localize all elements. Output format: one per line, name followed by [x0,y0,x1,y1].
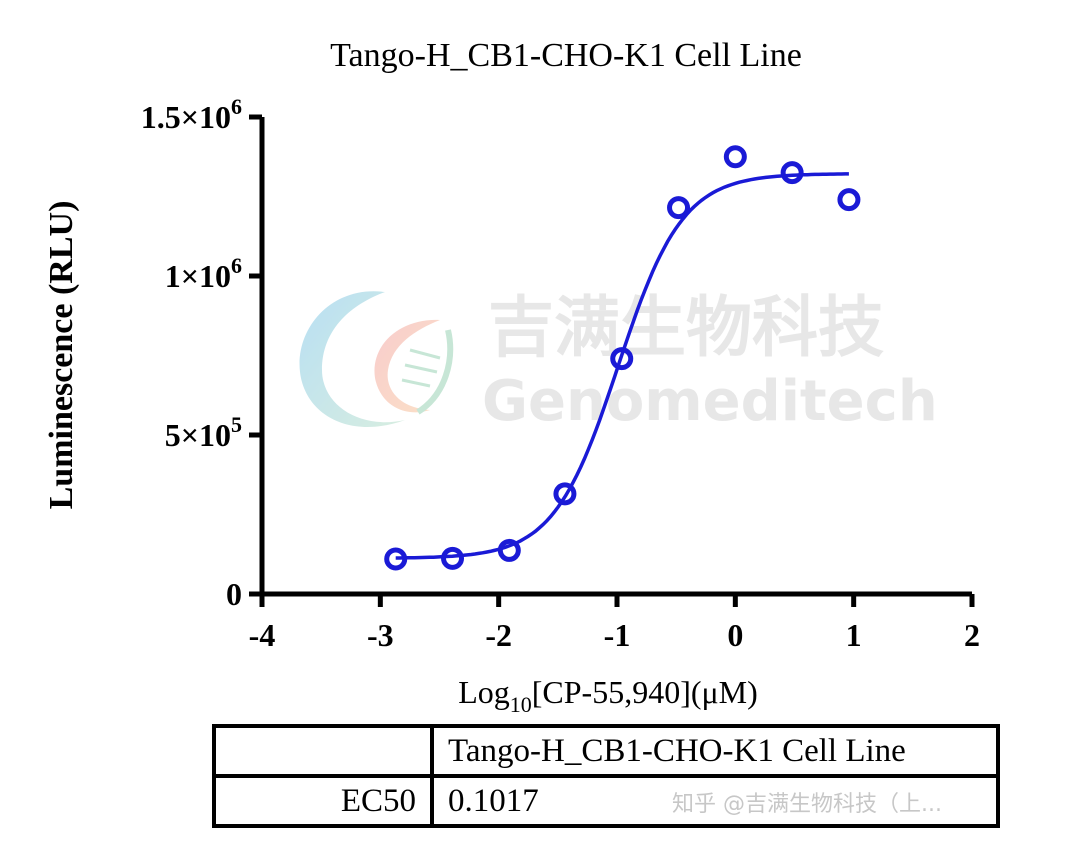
ticks: -4 -3 -2 -1 0 1 2 0 5×105 1×106 1.5×106 [141,94,980,653]
y-tick-label: 5×105 [165,412,242,453]
credit-text: 知乎 @吉满生物科技（上... [672,792,942,817]
x-axis-label: Log10[CP-55,940](μM) [458,674,758,717]
chart-title: Tango-H_CB1-CHO-K1 Cell Line [330,37,802,74]
x-tick-label: -2 [485,617,512,653]
y-tick-label: 1×106 [165,253,242,294]
data-point [780,161,804,185]
x-tick-label: 2 [964,617,980,653]
data-point [723,145,747,169]
y-axis-label: Luminescence (RLU) [43,201,80,510]
x-axis-label-sub: 10 [510,692,532,717]
x-tick-label: 1 [846,617,862,653]
x-axis-label-prefix: Log [458,674,510,710]
data-point [610,347,634,371]
table-header-row: Tango-H_CB1-CHO-K1 Cell Line [212,724,1000,778]
chart: 吉满生物科技 Genomeditech Tango-H_CB1-CHO-K1 C… [43,37,980,717]
x-tick-label: -3 [367,617,394,653]
fit-curve [395,172,849,560]
data-point [553,482,577,506]
x-axis-label-suffix: [CP-55,940](μM) [532,674,758,710]
table-header-cell [212,724,434,778]
watermark-logo-icon [299,291,454,427]
data-point [667,196,691,220]
x-tick-label: -4 [249,617,276,653]
watermark-cn: 吉满生物科技 [488,289,884,366]
y-tick-label: 0 [226,576,242,612]
data-point [441,546,465,570]
data-point [384,547,408,571]
watermark-en: Genomeditech [482,369,938,434]
data-point [497,538,521,562]
y-tick-label: 1.5×106 [141,94,242,135]
table-cell-value: 0.1017 [430,774,1000,828]
ec50-table: Tango-H_CB1-CHO-K1 Cell Line EC50 0.1017 [212,724,1000,828]
table-header-cell: Tango-H_CB1-CHO-K1 Cell Line [430,724,1000,778]
x-tick-label: 0 [727,617,743,653]
x-tick-label: -1 [604,617,631,653]
data-point [837,188,861,212]
watermark: 吉满生物科技 Genomeditech [299,289,938,434]
table-row: EC50 0.1017 [212,774,1000,828]
data-points [384,145,861,571]
table-cell-label: EC50 [212,774,434,828]
